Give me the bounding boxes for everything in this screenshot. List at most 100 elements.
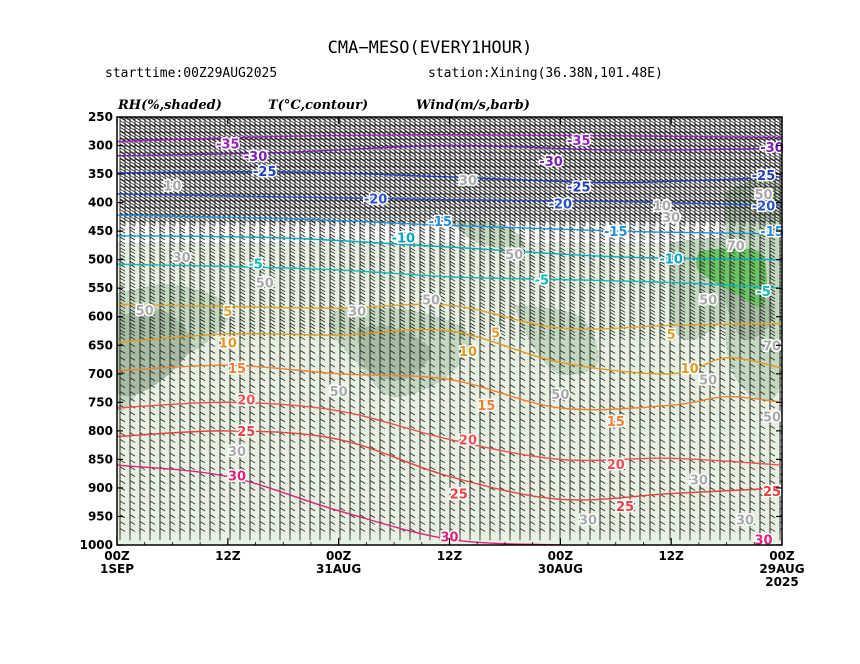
wind-barb-feather — [435, 127, 440, 130]
wind-barb-feather — [700, 121, 705, 124]
wind-barb-feather — [425, 141, 430, 144]
wind-barb-feather — [325, 111, 330, 114]
wind-barb-feather — [155, 121, 160, 124]
wind-barb-feather — [365, 155, 370, 158]
wind-barb-feather — [435, 148, 440, 151]
wind-barb-feather — [445, 155, 450, 158]
wind-barb-feather — [600, 155, 605, 158]
wind-barb-feather — [695, 141, 700, 144]
wind-barb-feather — [195, 111, 200, 114]
wind-barb-feather — [725, 121, 730, 124]
wind-barb-feather — [750, 141, 755, 144]
wind-barb-feather — [555, 127, 560, 130]
wind-barb-feather — [290, 121, 295, 124]
wind-barb-feather — [135, 111, 140, 114]
wind-barb-feather — [675, 141, 680, 144]
wind-barb-feather — [480, 127, 485, 130]
wind-barb-feather — [775, 121, 780, 124]
wind-barb-feather — [650, 141, 655, 144]
wind-barb-feather — [485, 141, 490, 144]
wind-barb-feather — [615, 141, 620, 144]
wind-barb-feather — [415, 148, 420, 151]
wind-barb-feather — [715, 127, 720, 130]
wind-barb-feather — [685, 121, 690, 124]
wind-barb-feather — [415, 141, 420, 144]
wind-barb-feather — [370, 155, 375, 158]
wind-barb-feather — [495, 148, 500, 151]
wind-barb-feather — [390, 148, 395, 151]
wind-barb-feather — [750, 155, 755, 158]
wind-barb-feather — [360, 121, 365, 124]
wind-barb-feather — [530, 155, 535, 158]
wind-barb-feather — [490, 111, 495, 114]
wind-barb-feather — [320, 141, 325, 144]
wind-barb-feather — [525, 121, 530, 124]
wind-barb-feather — [370, 121, 375, 124]
wind-barb-feather — [755, 111, 760, 114]
wind-barb-feather — [280, 162, 285, 165]
wind-barb-feather — [520, 111, 525, 114]
wind-barb-feather — [715, 155, 720, 158]
wind-barb-feather — [360, 127, 365, 130]
wind-barb-feather — [605, 111, 610, 114]
wind-barb-feather — [145, 134, 150, 137]
wind-barb-feather — [500, 148, 505, 151]
wind-barb-feather — [145, 141, 150, 144]
wind-barb-feather — [185, 111, 190, 114]
wind-barb-feather — [160, 121, 165, 124]
wind-barb-feather — [225, 155, 230, 158]
wind-barb-feather — [210, 111, 215, 114]
wind-barb-feather — [395, 155, 400, 158]
wind-barb-feather — [665, 127, 670, 130]
wind-barb-feather — [390, 121, 395, 124]
wind-barb-feather — [350, 121, 355, 124]
wind-barb-feather — [210, 134, 215, 137]
wind-barb-feather — [580, 111, 585, 114]
wind-barb-feather — [460, 127, 465, 130]
wind-barb-feather — [500, 121, 505, 124]
wind-barb-feather — [625, 141, 630, 144]
wind-barb-feather — [235, 162, 240, 165]
wind-barb-feather — [640, 121, 645, 124]
wind-barb-feather — [165, 141, 170, 144]
wind-barb-feather — [120, 127, 125, 130]
wind-barb-feather — [270, 121, 275, 124]
wind-barb-feather — [740, 111, 745, 114]
wind-barb-feather — [695, 121, 700, 124]
wind-barb-feather — [300, 148, 305, 151]
wind-barb-feather — [195, 121, 200, 124]
wind-barb-feather — [410, 148, 415, 151]
wind-barb-feather — [545, 121, 550, 124]
wind-barb-feather — [730, 111, 735, 114]
wind-barb-feather — [205, 121, 210, 124]
wind-barb-feather — [320, 162, 325, 165]
wind-barb-feather — [740, 121, 745, 124]
wind-barb-feather — [675, 121, 680, 124]
wind-barb-feather — [580, 121, 585, 124]
wind-barb-feather — [345, 155, 350, 158]
wind-barb-feather — [400, 141, 405, 144]
wind-barb-feather — [200, 141, 205, 144]
wind-barb-feather — [530, 111, 535, 114]
wind-barb-feather — [185, 141, 190, 144]
wind-barb-feather — [555, 141, 560, 144]
wind-barb-feather — [380, 141, 385, 144]
wind-barb-feather — [510, 141, 515, 144]
wind-barb-feather — [140, 148, 145, 151]
wind-barb-feather — [295, 121, 300, 124]
wind-barb-feather — [345, 111, 350, 114]
wind-barb-feather — [195, 134, 200, 137]
wind-barb-feather — [430, 111, 435, 114]
wind-barb-feather — [165, 111, 170, 114]
wind-barb-feather — [750, 111, 755, 114]
wind-barb-feather — [250, 127, 255, 130]
wind-barb-feather — [265, 141, 270, 144]
wind-barb-feather — [580, 155, 585, 158]
wind-barb-feather — [410, 127, 415, 130]
wind-barb-feather — [285, 127, 290, 130]
wind-barb-feather — [125, 148, 130, 151]
wind-barb-feather — [540, 127, 545, 130]
wind-barb-feather — [595, 121, 600, 124]
wind-barb-feather — [405, 155, 410, 158]
wind-barb-feather — [150, 162, 155, 165]
